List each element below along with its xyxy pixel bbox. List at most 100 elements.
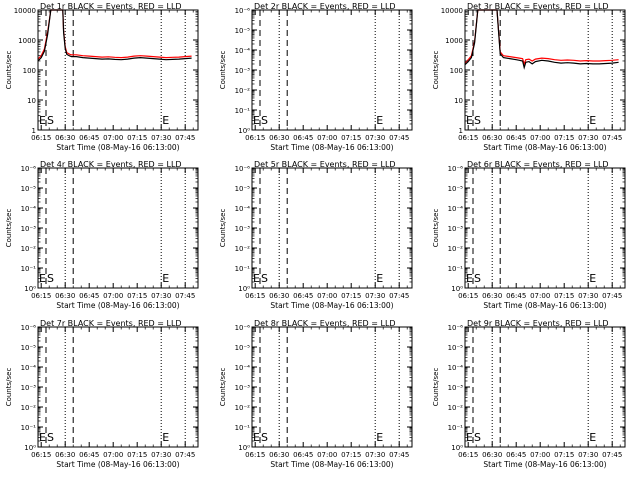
x-tick-label: 07:00 xyxy=(530,292,550,300)
x-tick-label: 07:15 xyxy=(127,292,147,300)
x-tick-label: 06:30 xyxy=(55,451,75,459)
marker-label: E xyxy=(466,114,473,127)
y-tick-label: 10⁻² xyxy=(448,404,464,412)
marker-label: E xyxy=(39,272,46,285)
y-tick-label: 10⁻¹ xyxy=(21,265,37,273)
y-tick-label: 10⁻¹ xyxy=(448,265,464,273)
chart-title: Det 3r BLACK = Events, RED = LLD xyxy=(467,2,609,11)
x-tick-label: 06:15 xyxy=(31,134,51,142)
chart-panel-3: Det 3r BLACK = Events, RED = LLD Counts/s… xyxy=(432,2,626,152)
plot-frame xyxy=(464,167,626,289)
y-tick-label: 10⁰ xyxy=(24,444,36,452)
x-tick-label: 07:30 xyxy=(365,292,385,300)
marker-label: E xyxy=(253,431,260,444)
x-tick-label: 06:15 xyxy=(245,451,265,459)
chart-title: Det 9r BLACK = Events, RED = LLD xyxy=(467,319,609,328)
marker-label: E xyxy=(162,272,169,285)
y-axis-label: Counts/sec xyxy=(5,368,13,407)
y-tick-label: 10⁰ xyxy=(24,285,36,293)
chart-panel-9: Det 9r BLACK = Events, RED = LLD Counts/s… xyxy=(432,319,626,469)
plot-frame xyxy=(37,167,199,289)
x-tick-label: 07:45 xyxy=(389,134,409,142)
y-tick-label: 10⁻³ xyxy=(448,225,464,233)
marker-label: E xyxy=(589,431,596,444)
x-tick-label: 07:00 xyxy=(103,451,123,459)
x-tick-label: 07:15 xyxy=(341,134,361,142)
x-tick-label: 07:30 xyxy=(151,134,171,142)
x-tick-label: 07:30 xyxy=(151,292,171,300)
y-tick-label: 10⁻⁴ xyxy=(235,47,251,55)
x-tick-label: 06:15 xyxy=(458,134,478,142)
chart-title: Det 2r BLACK = Events, RED = LLD xyxy=(254,2,396,11)
y-tick-label: 10⁻⁶ xyxy=(235,7,251,15)
marker-label: E xyxy=(589,114,596,127)
y-tick-label: 10⁻² xyxy=(21,245,37,253)
y-axis-label: Counts/sec xyxy=(219,368,227,407)
y-tick-label: 1 xyxy=(459,127,463,135)
x-tick-label: 06:15 xyxy=(458,292,478,300)
chart-title: Det 5r BLACK = Events, RED = LLD xyxy=(254,160,396,169)
marker-label: S xyxy=(47,431,54,444)
y-tick-label: 10⁻³ xyxy=(21,384,37,392)
marker-label: S xyxy=(474,114,481,127)
y-axis-label: Counts/sec xyxy=(432,368,440,407)
y-tick-label: 10⁻⁴ xyxy=(448,364,464,372)
x-tick-label: 07:00 xyxy=(530,451,550,459)
y-tick-label: 10000 xyxy=(14,7,36,15)
y-tick-label: 1000 xyxy=(18,37,36,45)
x-tick-label: 07:30 xyxy=(365,451,385,459)
x-tick-label: 07:30 xyxy=(151,451,171,459)
x-tick-label: 07:15 xyxy=(341,292,361,300)
y-tick-label: 10⁻³ xyxy=(448,384,464,392)
chart-panel-5: Det 5r BLACK = Events, RED = LLD Counts/s… xyxy=(219,160,413,310)
x-tick-label: 07:45 xyxy=(175,451,195,459)
x-axis-label: Start Time (08-May-16 06:13:00) xyxy=(483,301,606,310)
chart-title: Det 8r BLACK = Events, RED = LLD xyxy=(254,319,396,328)
y-axis-label: Counts/sec xyxy=(5,209,13,248)
y-tick-label: 10⁻³ xyxy=(235,384,251,392)
x-tick-label: 07:45 xyxy=(389,292,409,300)
y-tick-label: 10⁻⁵ xyxy=(448,344,464,352)
chart-panel-1: Det 1r BLACK = Events, RED = LLD Counts/s… xyxy=(5,2,199,152)
x-axis-label: Start Time (08-May-16 06:13:00) xyxy=(56,460,179,469)
x-tick-label: 06:45 xyxy=(506,292,526,300)
x-tick-label: 06:30 xyxy=(482,134,502,142)
plot-frame xyxy=(251,326,413,448)
y-tick-label: 10⁻⁴ xyxy=(448,205,464,213)
marker-label: E xyxy=(466,272,473,285)
marker-label: E xyxy=(376,431,383,444)
x-tick-label: 06:30 xyxy=(269,451,289,459)
chart-panel-6: Det 6r BLACK = Events, RED = LLD Counts/s… xyxy=(432,160,626,310)
y-tick-label: 1 xyxy=(32,127,36,135)
plot-frame xyxy=(464,326,626,448)
y-tick-label: 10⁻¹ xyxy=(235,424,251,432)
y-tick-label: 10⁻⁴ xyxy=(235,364,251,372)
x-tick-label: 07:45 xyxy=(389,451,409,459)
series-line-2 xyxy=(464,9,619,70)
y-tick-label: 10⁻² xyxy=(235,87,251,95)
x-tick-label: 07:15 xyxy=(554,451,574,459)
x-tick-label: 07:45 xyxy=(602,451,622,459)
y-tick-label: 10 xyxy=(454,97,463,105)
plot-frame xyxy=(37,326,199,448)
y-tick-label: 10⁰ xyxy=(451,444,463,452)
x-tick-label: 06:15 xyxy=(458,451,478,459)
y-tick-label: 10⁰ xyxy=(238,285,250,293)
plot-frame xyxy=(251,9,413,131)
x-tick-label: 07:45 xyxy=(602,134,622,142)
chart-title: Det 4r BLACK = Events, RED = LLD xyxy=(40,160,182,169)
x-tick-label: 07:00 xyxy=(317,134,337,142)
y-tick-label: 10⁰ xyxy=(238,127,250,135)
y-tick-label: 10⁻⁶ xyxy=(21,324,37,332)
marker-label: E xyxy=(589,272,596,285)
x-tick-label: 06:45 xyxy=(506,134,526,142)
y-tick-label: 10⁻³ xyxy=(235,225,251,233)
marker-label: E xyxy=(162,114,169,127)
y-tick-label: 100 xyxy=(450,67,463,75)
marker-label: E xyxy=(253,114,260,127)
y-tick-label: 10⁻² xyxy=(448,245,464,253)
y-tick-label: 10⁰ xyxy=(238,444,250,452)
marker-label: S xyxy=(47,114,54,127)
y-tick-label: 10⁻² xyxy=(235,245,251,253)
